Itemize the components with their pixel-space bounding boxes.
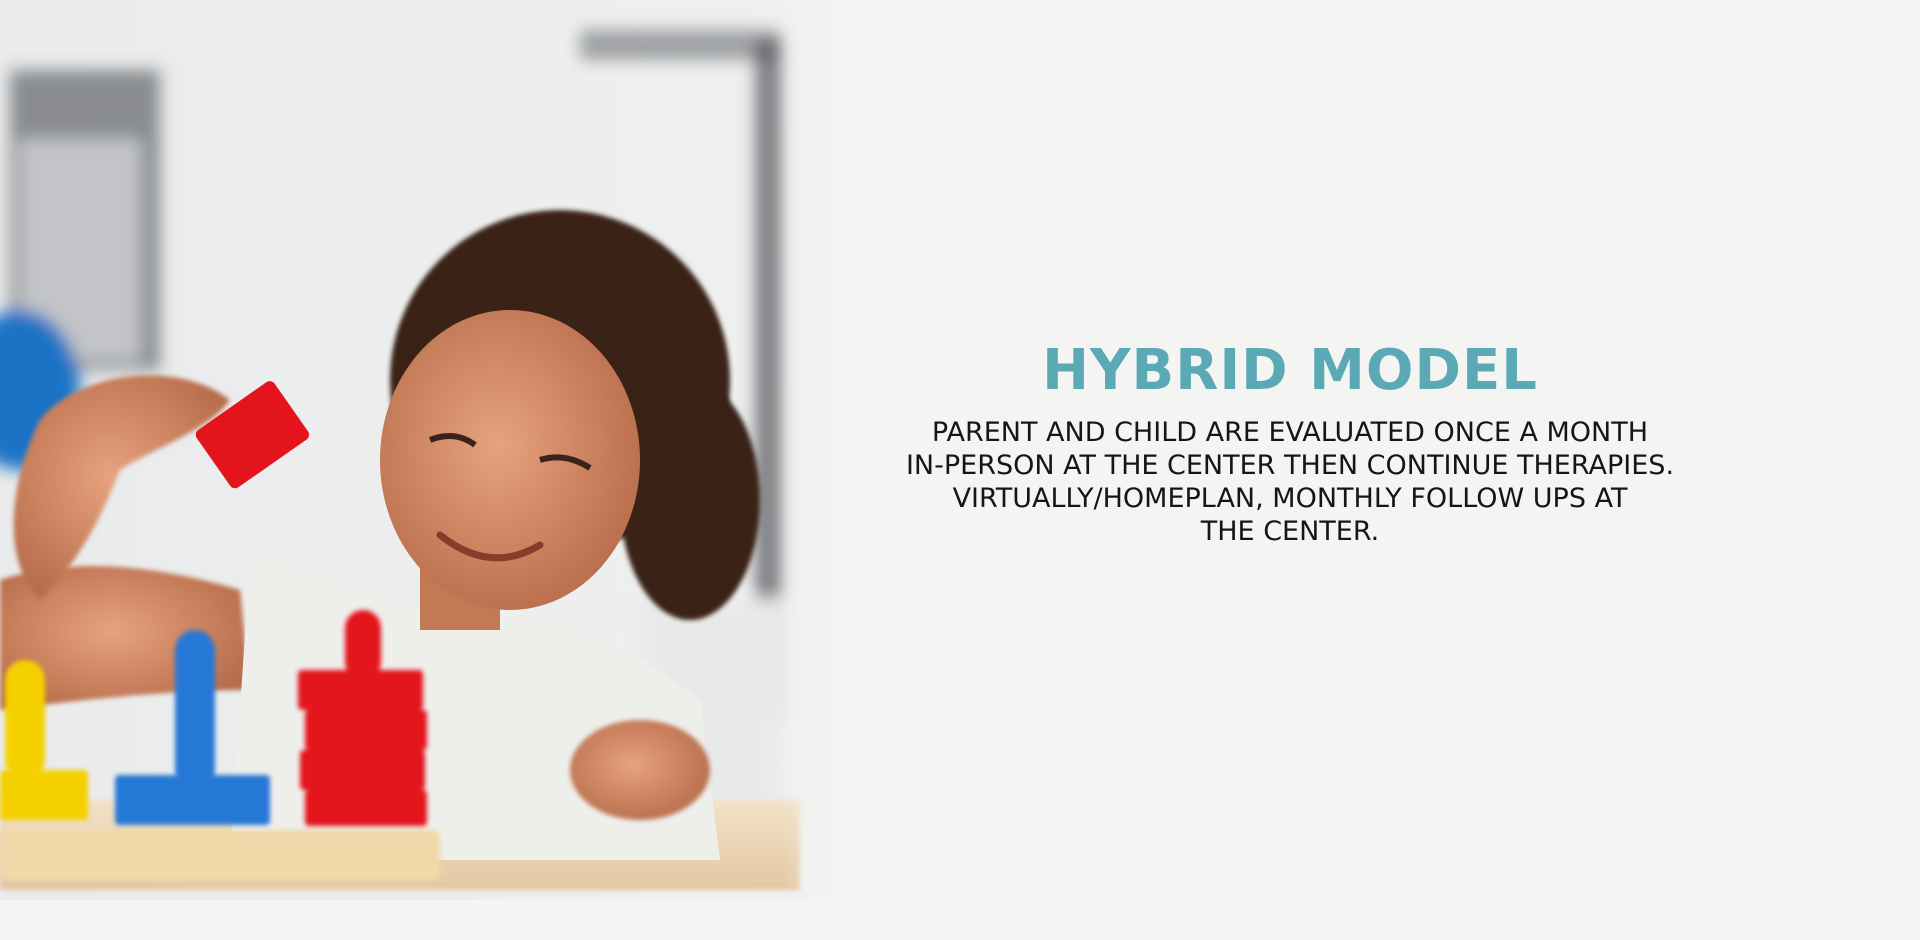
body-line-3: VIRTUALLY/HOMEPLAN, MONTHLY FOLLOW UPS A… (952, 482, 1628, 514)
child-playing-photo (0, 0, 880, 900)
section-text: HYBRID MODEL PARENT AND CHILD ARE EVALUA… (860, 340, 1720, 548)
body-line-1: PARENT AND CHILD ARE EVALUATED ONCE A MO… (931, 416, 1649, 448)
body-line-4: THE CENTER. (1200, 515, 1380, 547)
section-heading: HYBRID MODEL (1042, 338, 1538, 403)
body-line-2: IN-PERSON AT THE CENTER THEN CONTINUE TH… (905, 449, 1675, 481)
